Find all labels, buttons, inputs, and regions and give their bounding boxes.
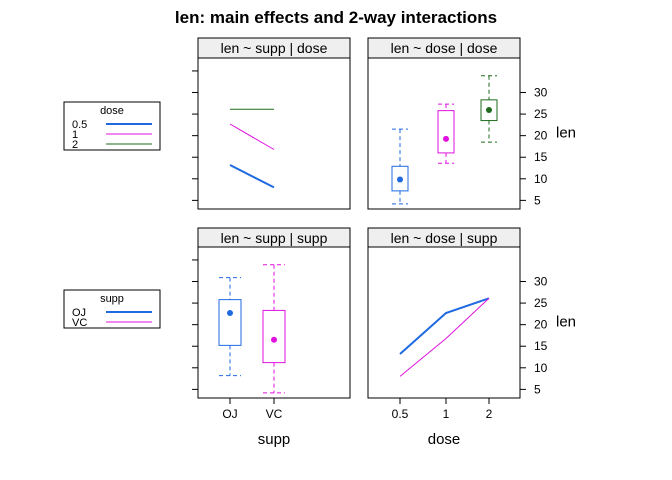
y-tick-label: 5 bbox=[534, 193, 541, 207]
series-line-1 bbox=[229, 123, 275, 150]
y-tick-label: 15 bbox=[534, 339, 548, 353]
panels: len ~ supp | dose len ~ dose | dose len ~ … bbox=[197, 37, 521, 399]
legend-entry-label: 2 bbox=[72, 139, 78, 151]
y-tick-label: 30 bbox=[534, 86, 548, 100]
box-0.5 bbox=[391, 128, 409, 205]
box-median-dot bbox=[271, 336, 277, 343]
panel-frame bbox=[367, 246, 521, 399]
legend-title: dose bbox=[100, 105, 124, 117]
box-median-dot bbox=[397, 176, 403, 183]
series-line-OJ bbox=[399, 297, 490, 355]
x-tick-label-supp: OJ bbox=[222, 407, 237, 421]
x-tick-label-dose: 1 bbox=[443, 407, 450, 421]
box-iqr bbox=[262, 309, 286, 364]
legend-title: supp bbox=[100, 293, 124, 305]
legend-dose: dose 0.512 bbox=[63, 101, 161, 151]
panel-frame bbox=[197, 57, 351, 210]
chart-title: len: main effects and 2-way interactions bbox=[175, 8, 497, 27]
series-line-VC bbox=[399, 297, 490, 377]
x-tick-label-dose: 0.5 bbox=[392, 407, 409, 421]
x-axis-label-dose: dose bbox=[428, 431, 461, 448]
y-tick-label: 15 bbox=[534, 150, 548, 164]
legend-entry-label: 0.5 bbox=[72, 119, 87, 131]
box-1 bbox=[437, 103, 455, 164]
panel-4: len ~ dose | supp bbox=[367, 227, 521, 399]
axes: 5 10 15 20 25 30 len 5 10 15 20 25 30 len OJ VC 0.5 1 2 sup… bbox=[192, 70, 576, 448]
y-axis-label: len bbox=[556, 314, 576, 331]
panel-3: len ~ supp | supp bbox=[197, 227, 351, 399]
box-iqr bbox=[437, 110, 455, 154]
x-tick-label-supp: VC bbox=[266, 407, 283, 421]
box-VC bbox=[262, 264, 286, 394]
x-axis-label-supp: supp bbox=[258, 431, 291, 448]
legend-box bbox=[63, 101, 161, 151]
y-tick-label: 25 bbox=[534, 296, 548, 310]
panel-strip-label: len ~ supp | dose bbox=[221, 40, 328, 56]
panel-strip-label: len ~ dose | supp bbox=[391, 230, 498, 246]
y-tick-label: 20 bbox=[534, 318, 548, 332]
legend-entry-label: 1 bbox=[72, 129, 78, 141]
box-median-dot bbox=[486, 106, 492, 113]
box-iqr bbox=[391, 165, 409, 192]
x-tick-label-dose: 2 bbox=[486, 407, 493, 421]
box-OJ bbox=[218, 277, 242, 377]
box-median-dot bbox=[227, 310, 233, 317]
legend-entry-label: OJ bbox=[72, 307, 86, 319]
y-axis-label: len bbox=[556, 125, 576, 142]
y-tick-label: 10 bbox=[534, 172, 548, 186]
box-2 bbox=[480, 75, 498, 143]
y-tick-label: 25 bbox=[534, 107, 548, 121]
y-tick-label: 5 bbox=[534, 382, 541, 396]
y-tick-label: 20 bbox=[534, 129, 548, 143]
legend-entry-label: VC bbox=[72, 317, 87, 329]
box-iqr bbox=[480, 99, 498, 122]
box-iqr bbox=[218, 299, 242, 346]
panel-2: len ~ dose | dose bbox=[367, 37, 521, 210]
series-line-0.5 bbox=[229, 164, 275, 189]
y-tick-label: 10 bbox=[534, 361, 548, 375]
panel-strip-label: len ~ dose | dose bbox=[391, 40, 498, 56]
panel-frame bbox=[367, 57, 521, 210]
panel-1: len ~ supp | dose bbox=[197, 37, 351, 210]
y-tick-label: 30 bbox=[534, 275, 548, 289]
panel-strip-label: len ~ supp | supp bbox=[221, 230, 328, 246]
box-median-dot bbox=[443, 135, 449, 142]
